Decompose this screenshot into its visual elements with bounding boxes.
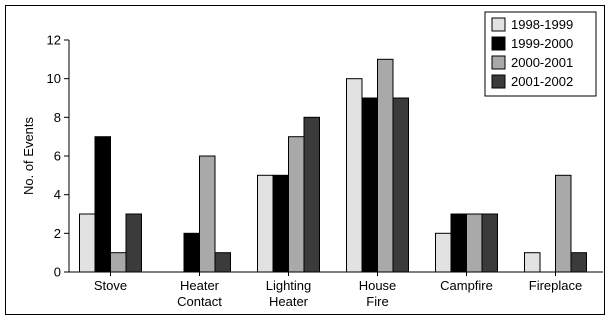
x-tick-label: Heater Contact [177,278,222,309]
legend-swatch [491,17,506,32]
legend-swatch [491,74,506,89]
legend-swatch [491,55,506,70]
bar-1999-2000-house-fire [361,97,378,273]
bar-1999-2000-lighting-heater [272,174,289,273]
bar-2001-2002-fireplace [570,252,587,273]
y-tick-label: 10 [47,71,61,86]
bar-1999-2000-stove [94,136,111,273]
legend-entry: 1999-2000 [511,36,573,51]
bar-2001-2002-lighting-heater [303,116,320,273]
bar-2001-2002-house-fire [392,97,409,273]
legend-swatch [491,36,506,51]
axes: 0 2 4 6 8 10 12 [47,33,603,280]
legend-entry: 2001-2002 [511,74,573,89]
y-tick-label: 12 [47,33,61,48]
bar-1999-2000-heater-contact [183,232,200,273]
legend-entry: 2000-2001 [511,55,573,70]
legend-entry: 1998-1999 [511,17,573,32]
bar-2000-2001-campfire [466,213,483,273]
bar-2001-2002-campfire [481,213,498,273]
x-tick-label: Lighting Heater [266,278,312,309]
bar-2000-2001-stove [110,252,127,273]
bar-1998-1999-lighting-heater [257,174,274,273]
y-axis-label: No. of Events [21,116,36,195]
x-tick-label: Stove [94,278,127,293]
y-tick-label: 0 [54,265,61,280]
y-tick-label: 4 [54,187,61,202]
bar-1999-2000-campfire [450,213,467,273]
bar-1998-1999-stove [79,213,96,273]
bar-2000-2001-fireplace [555,174,572,273]
y-tick-label: 2 [54,226,61,241]
bar-2000-2001-house-fire [377,58,394,273]
y-tick-label: 8 [54,110,61,125]
y-tick-label: 6 [54,149,61,164]
legend: 1998-1999 1999-2000 2000-2001 2001-2002 [484,11,597,97]
bars [79,58,587,273]
bar-2001-2002-stove [125,213,142,273]
x-tick-label: Campfire [440,278,493,293]
bar-2000-2001-heater-contact [199,155,216,273]
x-tick-label: House Fire [359,278,397,309]
x-tick-label: Fireplace [529,278,582,293]
x-tick-labels: Stove Heater Contact Lighting Heater House Fir… [94,278,582,309]
bar-2000-2001-lighting-heater [288,136,305,273]
bar-1998-1999-house-fire [346,78,363,273]
bar-1998-1999-fireplace [524,252,541,273]
bar-1998-1999-campfire [435,232,452,273]
bar-2001-2002-heater-contact [214,252,231,273]
